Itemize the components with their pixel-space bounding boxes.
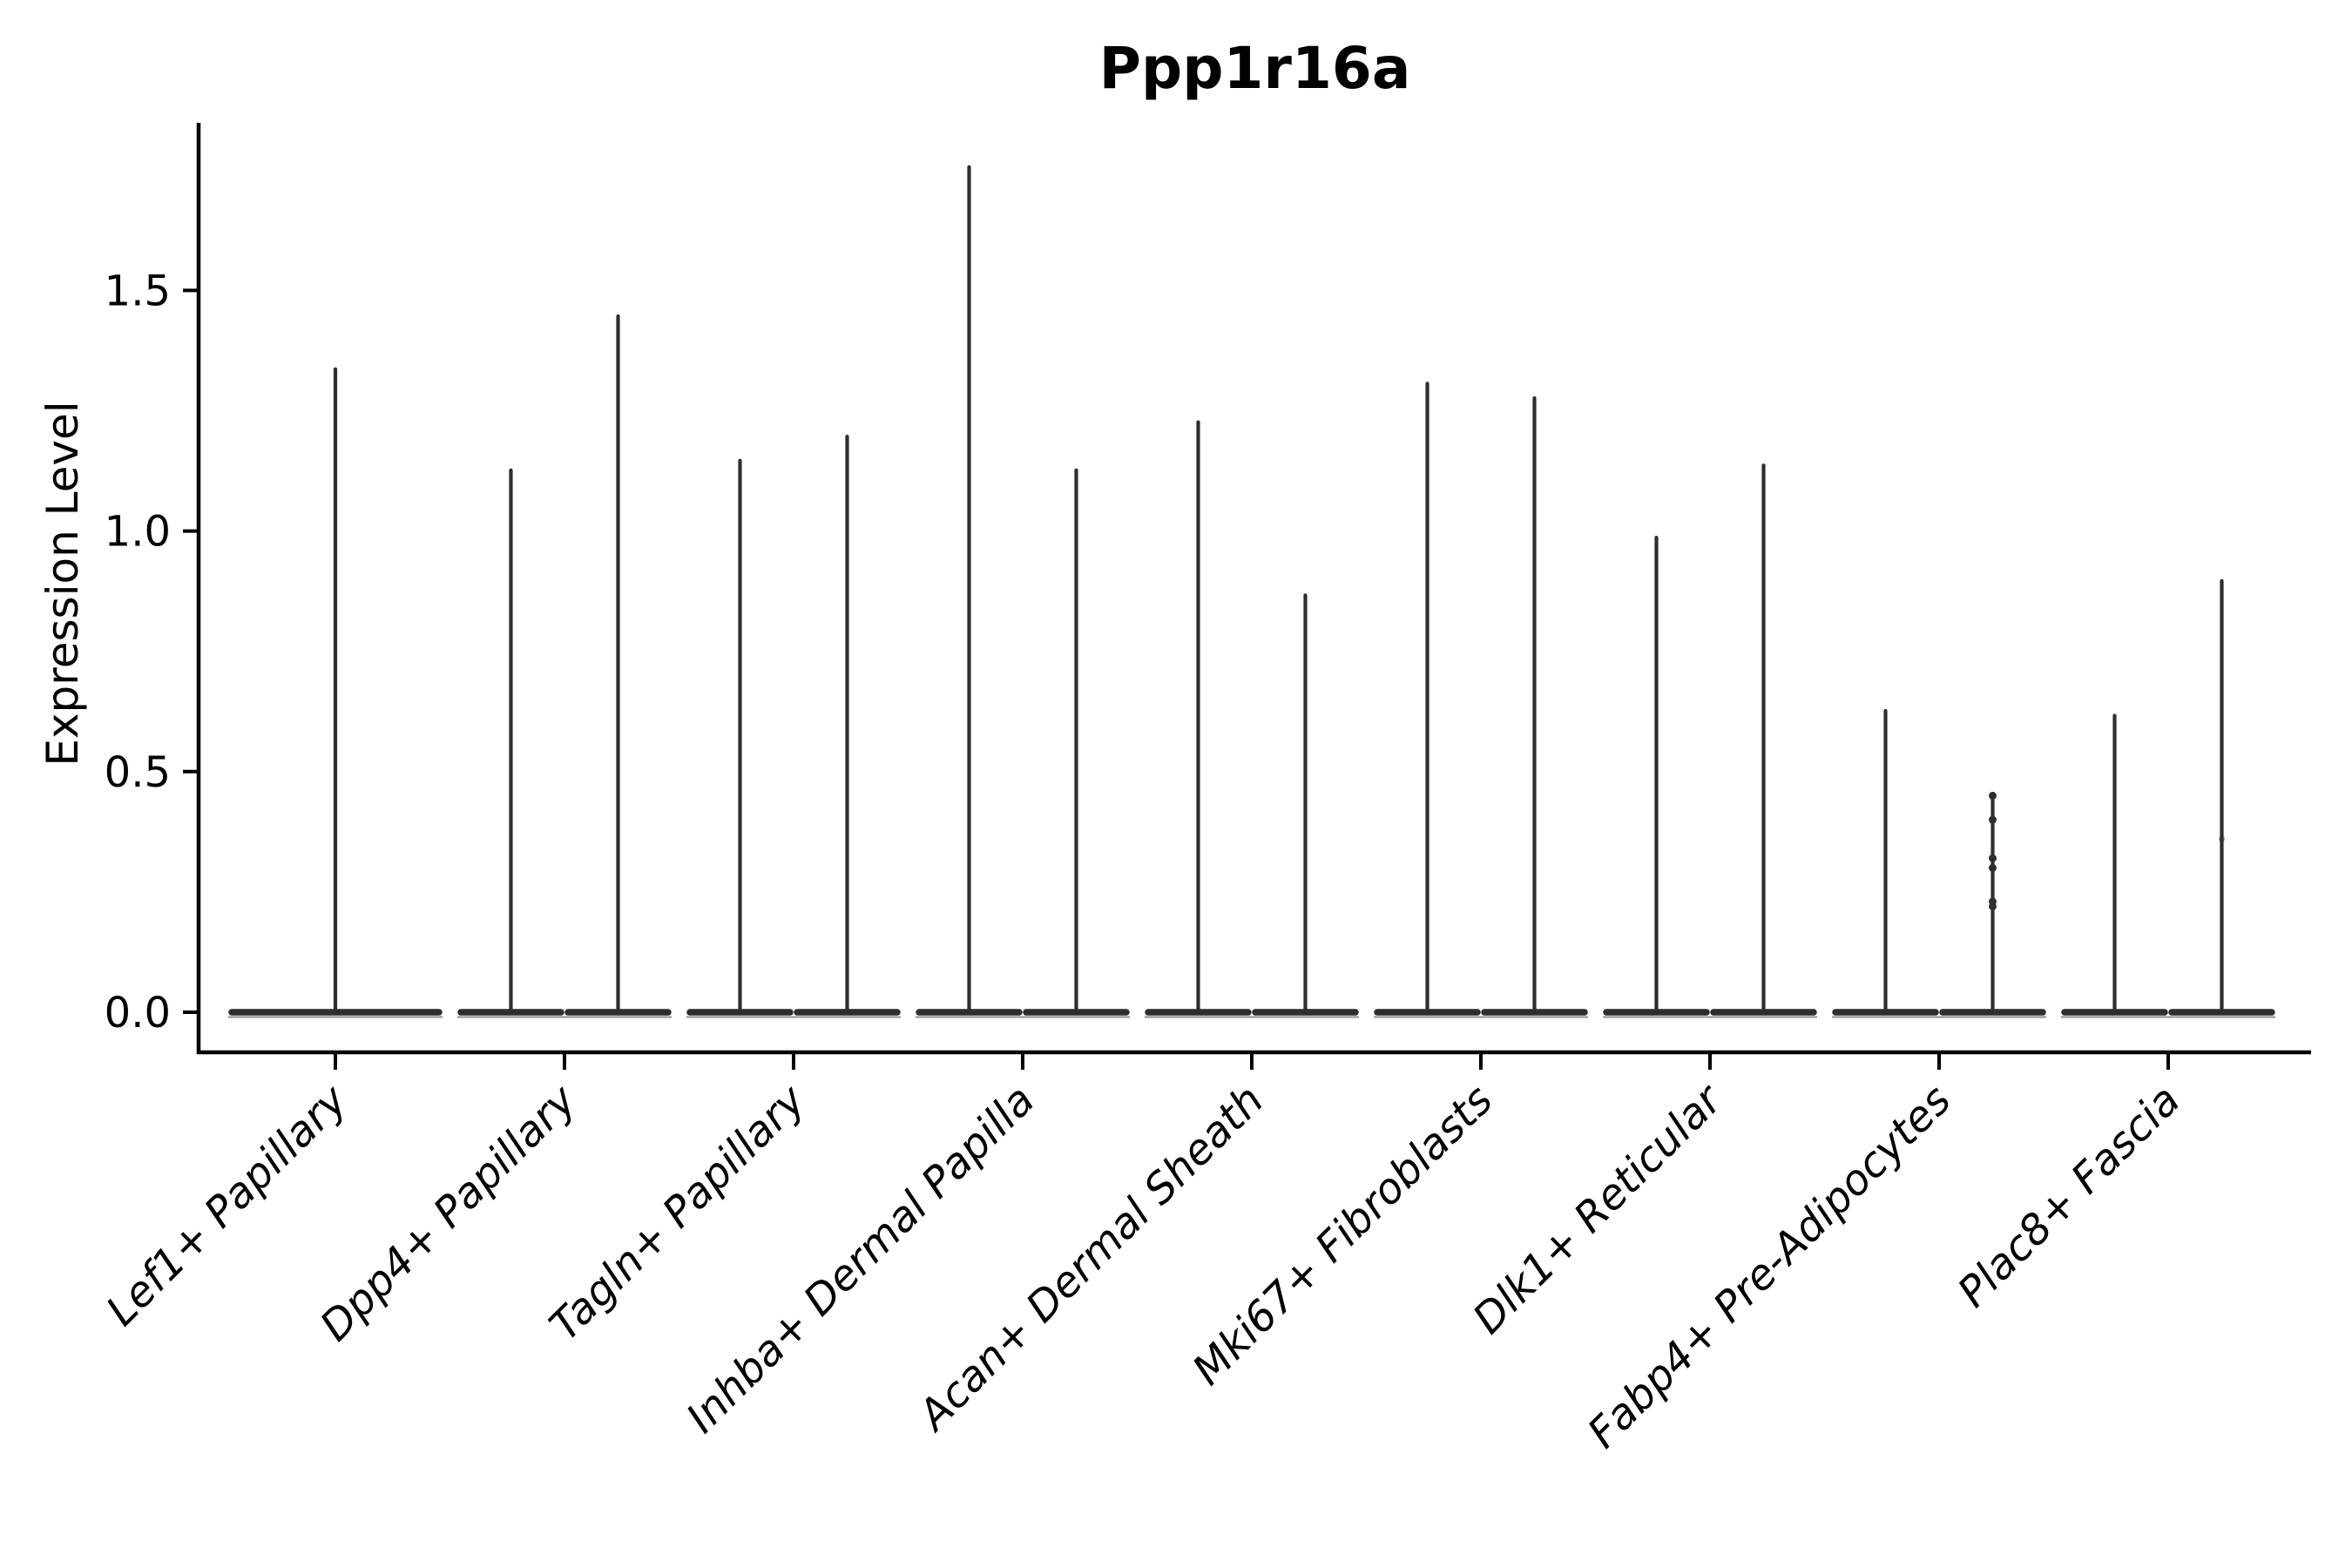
jitter-point-faint bbox=[2219, 835, 2225, 842]
y-tick-label: 1.5 bbox=[105, 267, 171, 315]
jitter-point bbox=[1989, 863, 1997, 872]
y-tick-label: 0.0 bbox=[105, 989, 171, 1037]
x-tick-label: Fabp4+ Pre-Adipocytes bbox=[1578, 1076, 1961, 1458]
y-tick-label: 0.5 bbox=[105, 748, 171, 797]
jitter-point bbox=[1989, 854, 1997, 862]
x-tick-label: Dpp4+ Papillary bbox=[311, 1075, 586, 1350]
y-tick-label: 1.0 bbox=[105, 508, 171, 557]
jitter-point bbox=[1989, 815, 1997, 824]
jitter-point bbox=[1989, 902, 1997, 910]
x-tick-label: Plac8+ Fascia bbox=[1949, 1076, 2190, 1317]
jitter-point bbox=[1989, 791, 1997, 800]
chart-title: Ppp1r16a bbox=[1098, 35, 1411, 102]
x-tick-label: Dlk1+ Reticular bbox=[1463, 1074, 1734, 1344]
x-tick-label: Lef1+ Papillary bbox=[97, 1075, 357, 1335]
x-tick-label: Tagln+ Papillary bbox=[540, 1075, 815, 1350]
